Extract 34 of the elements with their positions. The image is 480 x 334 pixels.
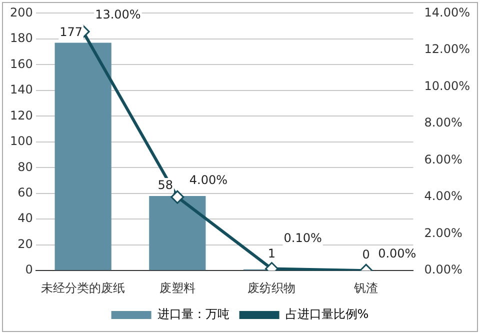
y-tick-label: 120 <box>10 108 33 122</box>
bar <box>54 42 112 270</box>
y2-tick-label: 6.00% <box>424 152 462 166</box>
y-tick-label: 0 <box>25 262 33 277</box>
y-tick-label: 140 <box>10 82 33 97</box>
y-tick-label: 160 <box>10 56 33 71</box>
x-tick-label: 废纺织物 <box>248 280 296 295</box>
y-tick-label: 60 <box>18 186 33 200</box>
data-label: 13.00% <box>95 8 141 22</box>
y2-tick-label: 2.00% <box>424 226 462 240</box>
y-tick-label: 100 <box>10 134 33 148</box>
legend-label: 占进口量比例% <box>285 307 369 322</box>
data-label: 0.10% <box>284 230 322 245</box>
data-label: 58 <box>158 178 174 192</box>
x-tick-label: 废塑料 <box>159 280 196 295</box>
x-tick-label: 未经分类的废纸 <box>41 280 126 295</box>
data-label: 0.00% <box>378 246 416 261</box>
data-label: 4.00% <box>189 173 228 188</box>
y2-tick-label: 0.00% <box>424 262 462 277</box>
data-label: 1 <box>268 246 276 260</box>
data-label: 0 <box>362 248 370 262</box>
y2-tick-label: 8.00% <box>424 116 462 130</box>
x-tick-label: 钒渣 <box>353 280 378 295</box>
y-tick-label: 200 <box>10 5 33 20</box>
y-tick-label: 40 <box>18 211 33 226</box>
y-tick-label: 20 <box>18 236 33 251</box>
legend-label: 进口量：万吨 <box>157 307 230 322</box>
bar <box>149 196 206 270</box>
y2-tick-label: 14.00% <box>424 5 470 20</box>
y2-tick-label: 10.00% <box>424 78 470 93</box>
y2-tick-label: 12.00% <box>424 42 470 56</box>
y2-tick-label: 4.00% <box>424 189 462 204</box>
y-tick-label: 180 <box>10 31 33 46</box>
y-tick-label: 80 <box>18 160 33 174</box>
